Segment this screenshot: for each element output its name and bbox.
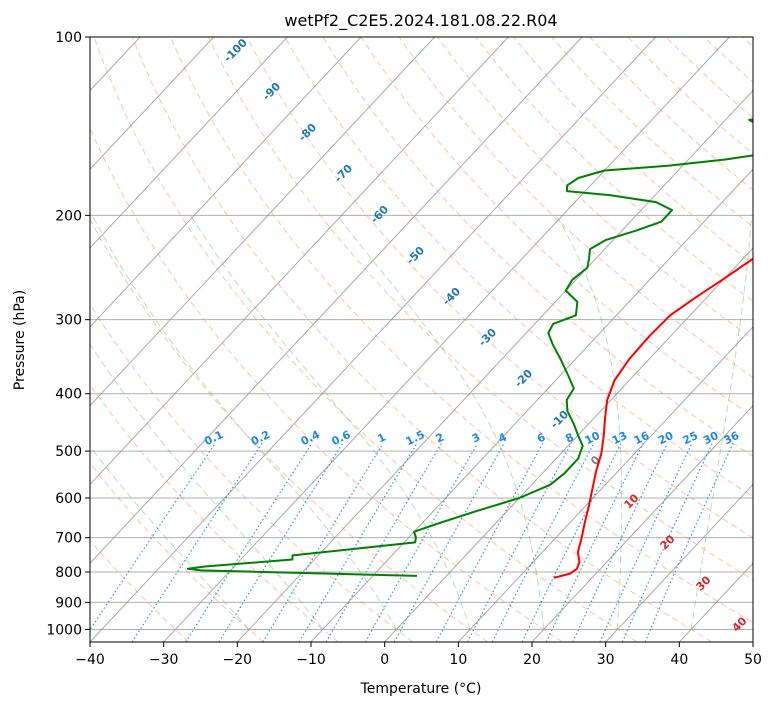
isotherm-line (384, 247, 753, 642)
x-ticks: −40 −30 −20 −10 0 10 20 30 40 50 (75, 642, 762, 668)
mixing-ratio-label: 20 (656, 429, 676, 448)
profile-series (186, 118, 753, 579)
mixing-ratio-label: 36 (722, 429, 742, 448)
y-tick-label: 400 (55, 387, 82, 403)
temperature-profile (553, 257, 753, 579)
isotherm-line (90, 37, 657, 642)
mixing-ratio-line (491, 443, 595, 642)
isotherm-line (163, 37, 730, 642)
y-ticks: 100 200 300 400 500 600 700 800 900 1000 (46, 30, 90, 638)
dry-adiabat-line (207, 37, 753, 581)
x-axis-title: Temperature (°C) (360, 681, 482, 697)
dry-adiabat-line (90, 462, 264, 642)
dry-adiabat-line (284, 37, 753, 498)
background-grid (0, 37, 753, 642)
y-tick-label: 200 (55, 208, 82, 224)
x-tick-label: −30 (149, 652, 179, 668)
isotherm-line (531, 404, 753, 642)
moist-adiabat-line (690, 215, 752, 630)
mixing-ratio-label: 13 (610, 429, 629, 447)
mixing-ratio-line (599, 443, 693, 642)
mixing-ratio-line (90, 442, 216, 631)
y-tick-label: 1000 (46, 622, 82, 638)
isotherm-line (457, 326, 753, 642)
plot-frame (89, 36, 754, 643)
mixing-ratio-label: 30 (701, 429, 721, 448)
moist-adiabat-line (90, 343, 324, 630)
isotherm-line (90, 37, 436, 407)
x-tick-label: −10 (296, 652, 326, 668)
y-tick-label: 600 (55, 491, 82, 507)
isotherm-line (310, 168, 753, 642)
dry-adiabat-line (90, 218, 488, 642)
y-tick-label: 500 (55, 444, 82, 460)
isotherm-line (90, 37, 288, 249)
y-tick-label: 900 (55, 595, 82, 611)
mixing-ratio-line (298, 442, 418, 642)
x-tick-label: 0 (380, 652, 389, 668)
isotherm-line (90, 37, 362, 328)
chart-title: wetPf2_C2E5.2024.181.08.22.R04 (284, 11, 557, 31)
mixing-ratio-line (218, 442, 344, 642)
dry-adiabat-line (90, 539, 190, 642)
x-tick-label: 40 (670, 652, 688, 668)
dry-adiabat-line (131, 37, 712, 642)
dry-adiabat-line (246, 37, 753, 539)
mixing-ratio-line (521, 443, 622, 642)
isotherm-line (752, 641, 753, 642)
x-tick-label: 50 (744, 652, 762, 668)
x-tick-label: −40 (75, 652, 105, 668)
x-tick-label: 10 (449, 652, 467, 668)
isotherm-line (90, 37, 509, 486)
isotherm-line (605, 483, 753, 642)
dry-adiabat-line (436, 37, 753, 340)
mixing-ratio-line (572, 443, 668, 642)
mixing-ratio-label: 10 (583, 429, 603, 448)
isotherm-line (90, 37, 583, 564)
isotherm-line (0, 37, 66, 642)
y-tick-label: 300 (55, 313, 82, 329)
mixing-ratio-label: 25 (681, 429, 700, 447)
x-tick-label: 30 (597, 652, 615, 668)
x-tick-label: 20 (523, 652, 541, 668)
y-tick-label: 100 (55, 30, 82, 46)
mixing-ratio-line (621, 443, 713, 642)
isotherm-line (90, 37, 215, 171)
mixing-ratio-line (545, 443, 644, 642)
x-tick-label: −20 (223, 652, 253, 668)
isotherm-line (236, 89, 753, 642)
dry-adiabat-line (475, 37, 753, 302)
dry-adiabat-line (169, 37, 753, 624)
plot-background (90, 37, 753, 642)
moist-adiabat-line (190, 215, 471, 630)
mixing-ratio-line (466, 443, 572, 642)
dry-adiabat-line (90, 127, 563, 642)
y-axis-title: Pressure (hPa) (12, 290, 28, 390)
mixing-ratio-line (435, 443, 544, 642)
dewpoint-profile (186, 118, 753, 577)
y-tick-label: 800 (55, 565, 82, 581)
mixing-ratio-line (325, 442, 443, 642)
moist-adiabat-line (90, 445, 250, 630)
mixing-ratio-line (185, 442, 313, 642)
mixing-ratio-label: 16 (632, 429, 652, 448)
y-tick-label: 700 (55, 531, 82, 547)
dry-adiabat-line (93, 37, 638, 642)
moist-adiabat-line (555, 215, 623, 630)
